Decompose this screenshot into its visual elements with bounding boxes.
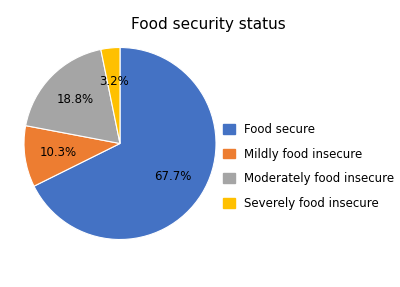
- Text: 67.7%: 67.7%: [154, 170, 192, 183]
- Legend: Food secure, Mildly food insecure, Moderately food insecure, Severely food insec: Food secure, Mildly food insecure, Moder…: [223, 123, 394, 210]
- Wedge shape: [26, 49, 120, 144]
- Wedge shape: [34, 48, 216, 239]
- Wedge shape: [101, 48, 120, 144]
- Text: Food security status: Food security status: [131, 17, 285, 32]
- Wedge shape: [24, 126, 120, 186]
- Text: 3.2%: 3.2%: [99, 75, 129, 88]
- Text: 10.3%: 10.3%: [40, 146, 77, 158]
- Text: 18.8%: 18.8%: [57, 93, 94, 106]
